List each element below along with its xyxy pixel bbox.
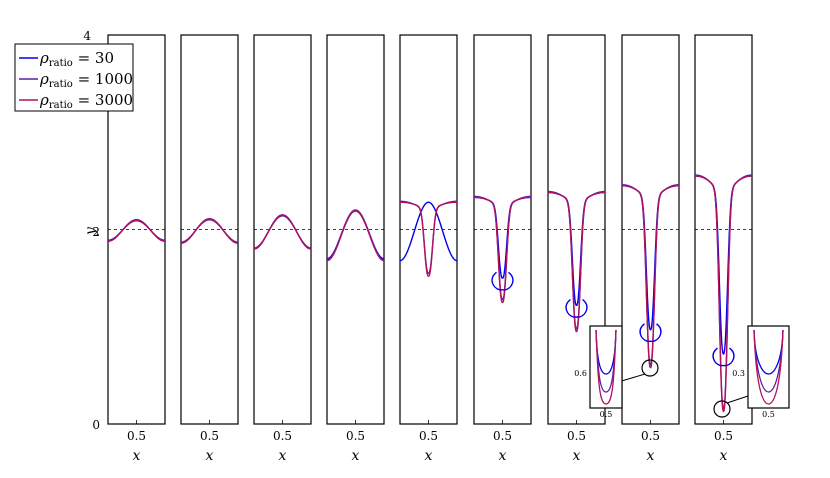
x-axis-label: x — [720, 448, 728, 464]
inset-ytick-label: 0.3 — [732, 369, 745, 378]
xtick-label: 0.5 — [127, 429, 146, 443]
xtick-label: 0.5 — [493, 429, 512, 443]
inset-2: 0.3 0.5 — [713, 325, 790, 419]
panel-1: 0.5 x — [107, 34, 166, 464]
series-rho3000-line — [400, 201, 457, 277]
series-rho3000-line — [180, 218, 239, 244]
x-axis-label: x — [352, 448, 360, 464]
inset-series-rho3000 — [753, 329, 784, 405]
panel-6: 0.5 x — [473, 34, 532, 464]
panel-9: 0.5 x — [694, 34, 753, 464]
panel-4: 0.5 x — [326, 34, 385, 464]
series-rho30-line — [548, 191, 605, 307]
series-rho1000-line — [400, 200, 457, 274]
series-rho3000-line — [107, 219, 166, 242]
series-rho30-line — [253, 214, 312, 250]
x-axis-label: x — [279, 448, 287, 464]
xtick-label: 0.5 — [567, 429, 586, 443]
panel-8: 0.5 x — [621, 34, 680, 464]
series-rho30-line — [107, 219, 166, 242]
series-rho1000-line — [622, 184, 679, 366]
ytick-label-2: 2 — [92, 225, 100, 239]
zoom-circle — [641, 359, 659, 377]
series-rho30-bubble — [712, 347, 735, 367]
series-rho3000-line — [326, 209, 385, 262]
inset-ytick-label: 0.6 — [574, 369, 587, 378]
y-axis-label: y — [83, 226, 99, 236]
legend-entry-3: ρratio = 3000 — [39, 91, 133, 111]
series-rho3000-line — [253, 214, 312, 250]
panels: 0.5x0.5x0.5x0.5x0.5x0.5x0.5x0.5x0.5x0.60… — [107, 34, 790, 464]
panel-5: 0.5 x — [399, 34, 458, 464]
x-axis-label: x — [425, 448, 433, 464]
panel-3: 0.5 x — [253, 34, 312, 464]
inset-1: 0.6 0.5 — [574, 325, 659, 419]
y-axis: 4 2 0 y — [83, 29, 100, 432]
series-rho30-line — [474, 196, 531, 279]
x-axis-label: x — [499, 448, 507, 464]
xtick-label: 0.5 — [714, 429, 733, 443]
panel-7: 0.5 x — [547, 34, 606, 464]
inset-xtick-label: 0.5 — [762, 410, 775, 419]
x-axis-label: x — [133, 448, 141, 464]
x-axis-label: x — [647, 448, 655, 464]
panel-2: 0.5 x — [180, 34, 239, 464]
series-rho30-bubble — [565, 298, 588, 318]
series-rho1000-line — [474, 195, 531, 301]
inset-series-rho3000 — [595, 329, 617, 405]
ytick-label-4: 4 — [83, 29, 91, 43]
inset-frame — [589, 325, 623, 409]
xtick-label: 0.5 — [641, 429, 660, 443]
series-rho3000-line — [695, 175, 752, 413]
series-rho30-bubble — [491, 271, 514, 291]
series-rho3000-line — [548, 191, 605, 333]
series-rho3000-line — [622, 185, 679, 369]
inset-series-rho30 — [753, 329, 784, 375]
legend-entry-1: ρratio = 30 — [39, 49, 114, 69]
inset-xtick-label: 0.5 — [600, 410, 613, 419]
zoom-circle — [713, 400, 731, 418]
ytick-label-0: 0 — [92, 418, 100, 432]
xtick-label: 0.5 — [200, 429, 219, 443]
series-rho3000-line — [474, 196, 531, 304]
series-rho30-bubble — [639, 323, 662, 342]
xtick-label: 0.5 — [419, 429, 438, 443]
series-rho1000-line — [326, 210, 385, 261]
x-axis-label: x — [573, 448, 581, 464]
xtick-label: 0.5 — [273, 429, 292, 443]
inset-series-rho1000 — [753, 329, 784, 393]
series-rho30-line — [622, 185, 679, 331]
series-rho30-line — [695, 175, 752, 355]
x-axis-label: x — [206, 448, 214, 464]
series-rho30-line — [180, 218, 239, 244]
series-rho30-line — [399, 201, 458, 262]
series-rho1000-line — [548, 190, 605, 330]
xtick-label: 0.5 — [346, 429, 365, 443]
legend-entry-2: ρratio = 1000 — [39, 70, 133, 90]
